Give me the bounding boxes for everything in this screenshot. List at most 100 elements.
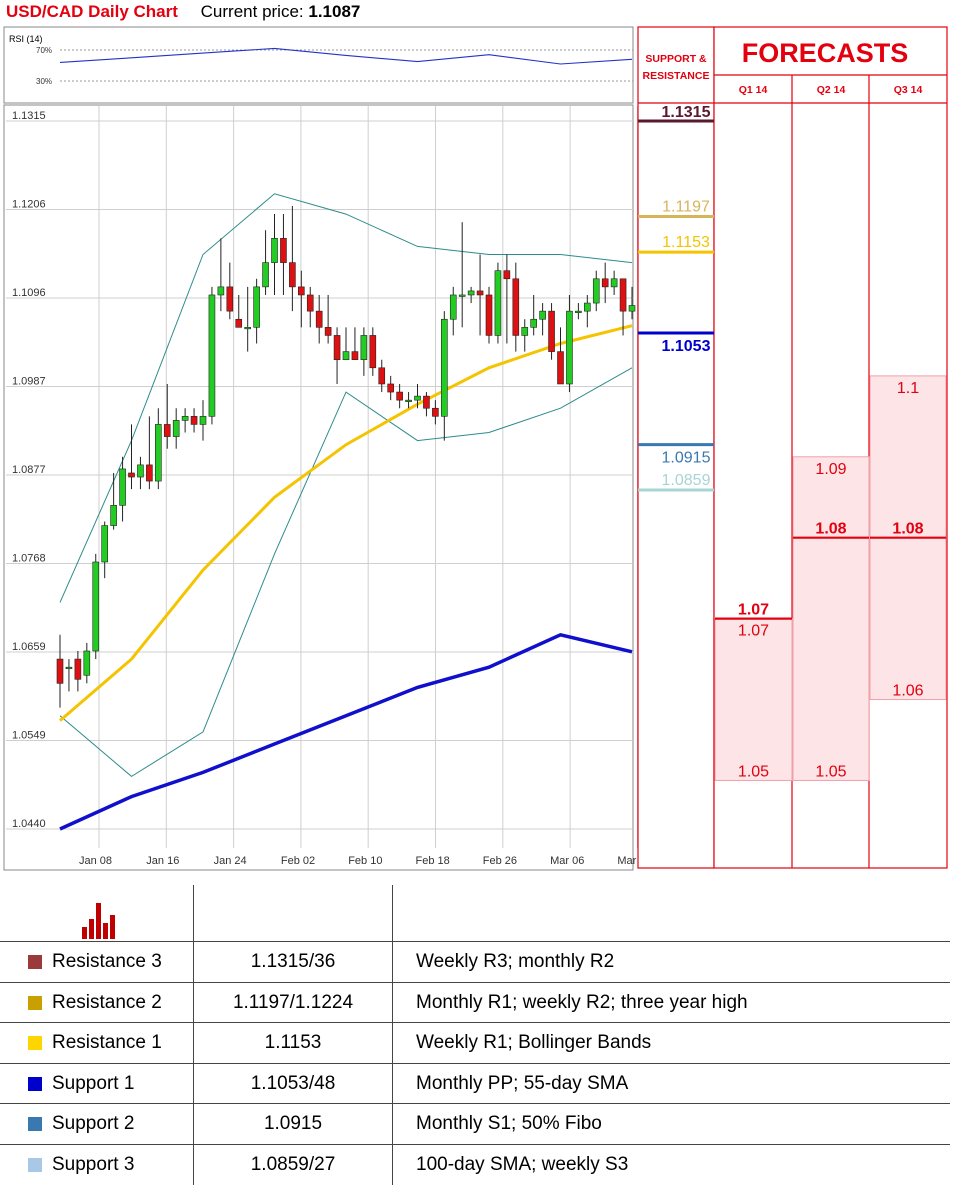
candle-body [628, 305, 636, 312]
candle-body [74, 658, 82, 680]
y-tick-label: 1.1206 [12, 199, 46, 211]
y-tick-label: 1.1096 [12, 287, 46, 299]
level-value: 1.1197/1.1224 [194, 982, 393, 1023]
candle-body [208, 294, 216, 417]
candle-body [83, 650, 91, 676]
candle-body [280, 238, 287, 263]
candle-body [235, 318, 243, 328]
q2-forecast-range [792, 456, 870, 781]
q2-high-label: 1.09 [815, 461, 846, 478]
level-color-swatch [28, 1117, 42, 1131]
candle-body [592, 278, 600, 304]
candle-body [110, 505, 117, 526]
level-value: 1.0915 [194, 1104, 393, 1144]
y-axis-ticks: 1.1315 1.1206 1.1096 1.0987 1.0877 1.0768 1.06… [12, 110, 46, 830]
sr-title-line1: SUPPORT & [645, 53, 707, 65]
sr-level-value: 1.0859 [662, 472, 711, 489]
level-name-cell: Support 3 [0, 1144, 194, 1185]
candle-body [566, 310, 573, 385]
q1-high-label: 1.07 [738, 623, 769, 640]
y-tick-label: 1.0877 [12, 464, 46, 476]
candle-body [289, 262, 296, 288]
candle-body [449, 294, 457, 320]
rsi-70-label: 70% [36, 46, 52, 55]
candle-body [521, 327, 529, 336]
forecast-panel: FORECASTS SUPPORT & RESISTANCE Q1 14 Q2 14 Q3… [637, 26, 948, 869]
candle-body [414, 395, 421, 401]
candle-body [137, 464, 144, 478]
candle-body [619, 278, 627, 312]
level-name: Support 1 [52, 1072, 135, 1094]
level-color-swatch [28, 955, 42, 969]
candle-body [271, 238, 278, 263]
sr-level-value: 1.1197 [662, 198, 710, 215]
candle-body [155, 424, 162, 482]
candle-body [253, 286, 260, 328]
sr-column [637, 26, 715, 869]
level-name: Resistance 1 [52, 1032, 162, 1053]
sr-title-line2: RESISTANCE [643, 70, 710, 82]
x-tick-label: Feb 10 [348, 855, 382, 867]
current-price-label: Current price: [200, 2, 304, 21]
level-value: 1.0859/27 [194, 1144, 393, 1185]
levels-table-row: Support 2 1.0915 Monthly S1; 50% Fibo [0, 1103, 950, 1144]
y-tick-label: 1.0549 [12, 730, 46, 742]
sr-level-value: 1.0915 [662, 450, 711, 467]
y-tick-label: 1.0768 [12, 553, 46, 565]
candle-body [378, 367, 386, 385]
candle-body [306, 294, 314, 312]
candle-body [360, 335, 368, 360]
level-value: 1.1315/36 [194, 942, 393, 982]
candle-body [494, 270, 502, 336]
q3-low-label: 1.06 [892, 683, 923, 700]
candle-body [584, 302, 591, 312]
candle-body [146, 464, 153, 482]
candle-body [458, 294, 466, 297]
y-tick-label: 1.1315 [12, 110, 46, 122]
candle-body [190, 416, 198, 425]
x-tick-label: Jan 16 [146, 855, 179, 867]
x-tick-label: Feb 26 [483, 855, 517, 867]
candle-body [387, 383, 394, 393]
quarter-header-1: Q1 14 [739, 84, 768, 96]
levels-table-row: Resistance 2 1.1197/1.1224 Monthly R1; wee… [0, 981, 950, 1023]
level-name-cell: Support 1 [0, 1063, 194, 1104]
candle-body [298, 286, 305, 296]
level-color-swatch [28, 1157, 42, 1172]
sma-100-line [59, 632, 633, 831]
levels-table-row: Resistance 3 1.1315/36 Weekly R3; monthly … [0, 941, 950, 982]
bollinger-upper-band [59, 193, 633, 603]
x-tick-label: Jan 08 [79, 855, 112, 867]
level-note: Weekly R3; monthly R2 [416, 951, 615, 972]
candle-body [467, 290, 475, 296]
level-color-swatch [28, 1076, 42, 1091]
candle-body [503, 270, 511, 280]
candle-body [530, 318, 537, 328]
levels-table-row: Support 3 1.0859/27 100-day SMA; weekly S3 [0, 1143, 950, 1185]
candle-body [244, 327, 251, 330]
candle-body [163, 424, 171, 437]
level-name: Resistance 3 [52, 951, 162, 972]
candle-body [262, 262, 269, 288]
quarter-header-3: Q3 14 [894, 84, 923, 96]
level-note: Weekly R1; Bollinger Bands [416, 1032, 652, 1053]
candle-body [92, 561, 100, 652]
sr-level-value: 1.1315 [662, 104, 711, 121]
candle-body [333, 335, 341, 360]
candle-body [181, 416, 189, 421]
price-plot-area [3, 104, 634, 871]
rsi-series-line [59, 47, 633, 65]
q3-high-label: 1.1 [897, 380, 919, 397]
candle-body [56, 658, 64, 684]
q1-median-label: 1.07 [738, 602, 769, 619]
candle-body [119, 468, 126, 506]
rsi-panel [3, 26, 634, 104]
candle-body [512, 278, 520, 336]
rsi-label: RSI (14) [9, 34, 43, 44]
level-color-swatch [28, 995, 42, 1010]
x-tick-label: Feb 18 [416, 855, 450, 867]
bar-chart-icon [82, 903, 115, 939]
q1-forecast-range [714, 618, 793, 781]
x-tick-label: Jan 24 [214, 855, 247, 867]
chart-title: USD/CAD Daily Chart [6, 2, 178, 21]
